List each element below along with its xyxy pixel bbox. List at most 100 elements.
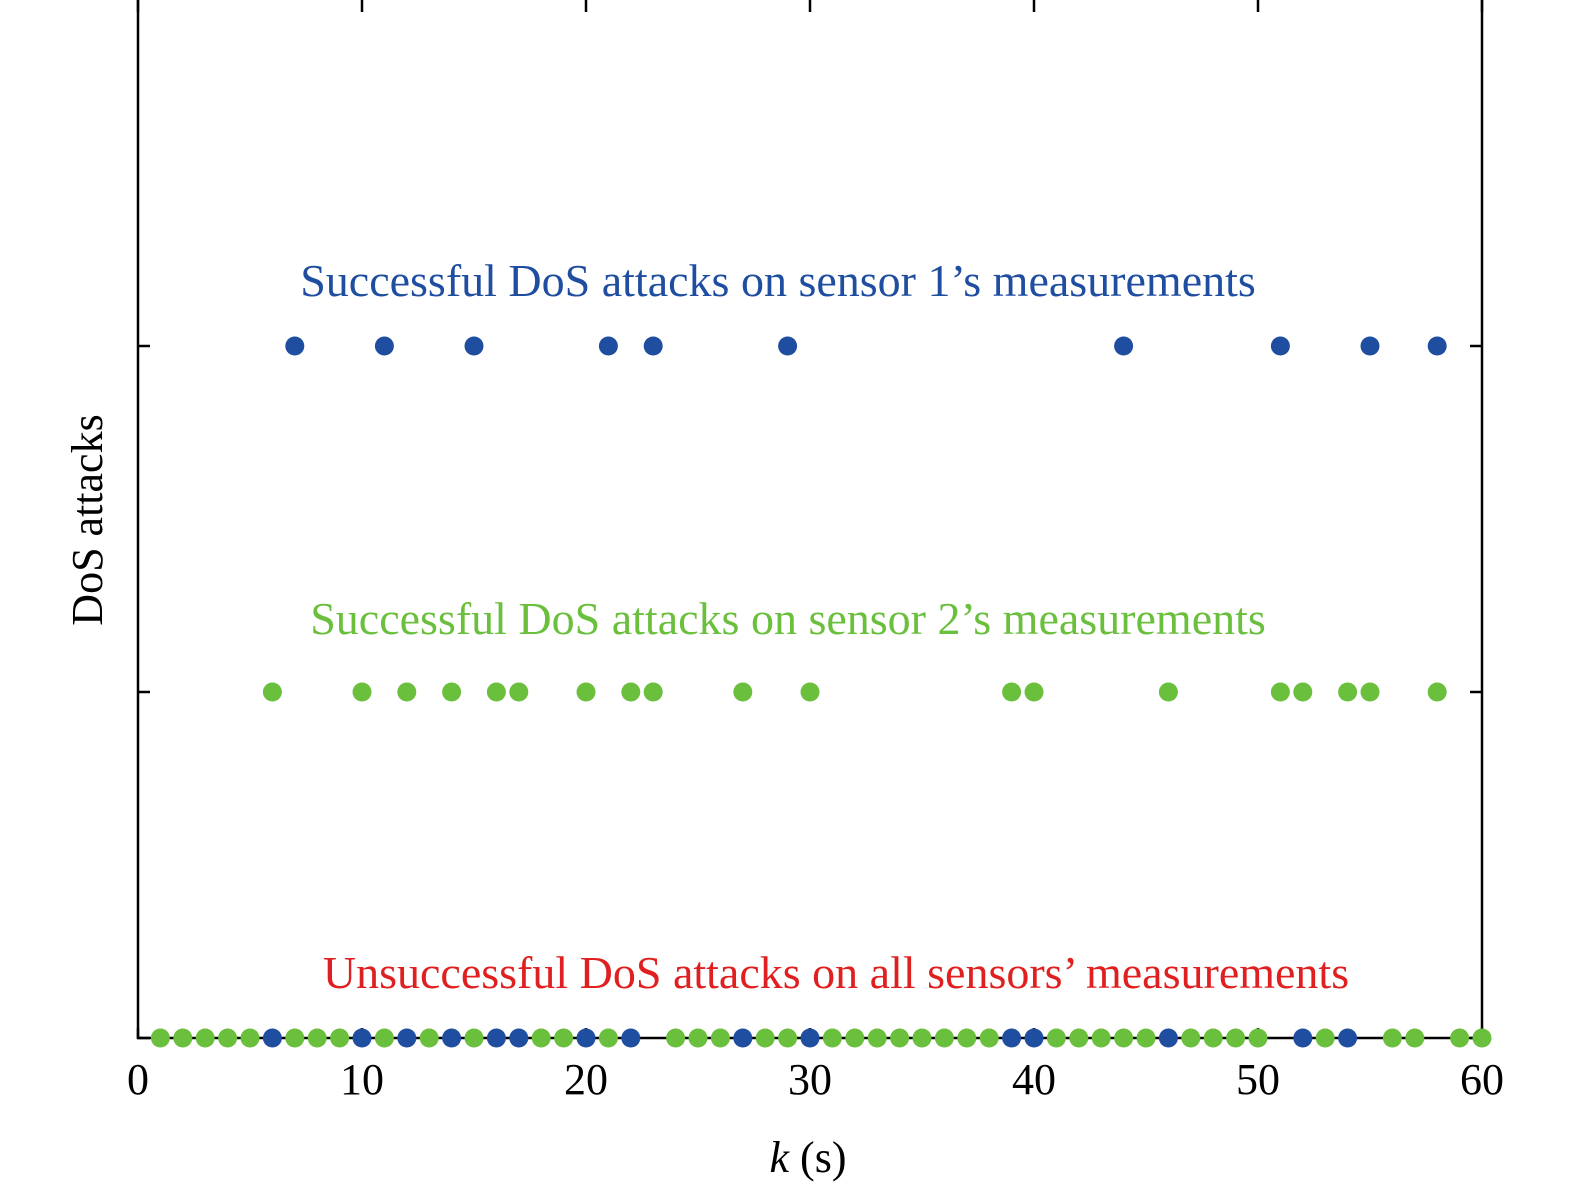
data-point (1203, 1028, 1223, 1048)
data-point (262, 682, 282, 702)
series-label: Unsuccessful DoS attacks on all sensors’… (323, 947, 1349, 998)
data-point (352, 1028, 372, 1048)
data-point (307, 1028, 327, 1048)
data-point (397, 682, 417, 702)
data-point (173, 1028, 193, 1048)
data-point (1338, 1028, 1358, 1048)
data-point (778, 1028, 798, 1048)
data-point (912, 1028, 932, 1048)
data-point (979, 1028, 999, 1048)
data-point (397, 1028, 417, 1048)
data-point (755, 1028, 775, 1048)
data-point (643, 682, 663, 702)
x-tick-label: 50 (1236, 1055, 1280, 1104)
data-point (1293, 1028, 1313, 1048)
data-point (621, 682, 641, 702)
data-point (576, 682, 596, 702)
data-point (800, 1028, 820, 1048)
data-point (934, 1028, 954, 1048)
data-point (1270, 682, 1290, 702)
data-point (688, 1028, 708, 1048)
data-point (1248, 1028, 1268, 1048)
data-point (1360, 682, 1380, 702)
data-point (285, 336, 305, 356)
data-point (442, 682, 462, 702)
data-point (464, 1028, 484, 1048)
data-point (486, 1028, 506, 1048)
data-point (1091, 1028, 1111, 1048)
data-point (218, 1028, 238, 1048)
data-point (576, 1028, 596, 1048)
data-point (1450, 1028, 1470, 1048)
data-point (240, 1028, 260, 1048)
data-point (643, 336, 663, 356)
x-tick-label: 20 (564, 1055, 608, 1104)
data-point (509, 1028, 529, 1048)
x-axis-label: k (s) (770, 1133, 847, 1182)
x-axis-label-variable: k (770, 1133, 791, 1182)
data-point (845, 1028, 865, 1048)
y-axis-label: DoS attacks (63, 414, 112, 625)
data-point (374, 1028, 394, 1048)
x-tick-label: 40 (1012, 1055, 1056, 1104)
data-point (1293, 682, 1313, 702)
data-point (1226, 1028, 1246, 1048)
series-label: Successful DoS attacks on sensor 1’s mea… (300, 255, 1256, 306)
data-point (800, 682, 820, 702)
series-label: Successful DoS attacks on sensor 2’s mea… (310, 593, 1266, 644)
data-point (867, 1028, 887, 1048)
data-point (666, 1028, 686, 1048)
data-point (262, 1028, 282, 1048)
data-point (150, 1028, 170, 1048)
data-point (1024, 1028, 1044, 1048)
data-point (598, 1028, 618, 1048)
data-point (486, 682, 506, 702)
data-point (1114, 1028, 1134, 1048)
data-point (1136, 1028, 1156, 1048)
data-point (1427, 682, 1447, 702)
data-point (621, 1028, 641, 1048)
x-axis-ticks: 0 10 20 30 40 50 60 (127, 0, 1504, 1104)
data-point (1270, 336, 1290, 356)
data-point (710, 1028, 730, 1048)
data-point (1024, 682, 1044, 702)
data-point (957, 1028, 977, 1048)
data-point (1181, 1028, 1201, 1048)
data-point (419, 1028, 439, 1048)
data-point (531, 1028, 551, 1048)
data-point (1405, 1028, 1425, 1048)
x-tick-label: 0 (127, 1055, 149, 1104)
data-point (733, 1028, 753, 1048)
data-point (554, 1028, 574, 1048)
data-point (890, 1028, 910, 1048)
data-point (374, 336, 394, 356)
data-point (778, 336, 798, 356)
x-tick-label: 30 (788, 1055, 832, 1104)
data-point (509, 682, 529, 702)
data-point (1002, 1028, 1022, 1048)
data-point (330, 1028, 350, 1048)
data-point (464, 336, 484, 356)
data-point (1158, 1028, 1178, 1048)
x-tick-label: 10 (340, 1055, 384, 1104)
data-point (1338, 682, 1358, 702)
data-point (1002, 682, 1022, 702)
data-point (1472, 1028, 1492, 1048)
data-point (1315, 1028, 1335, 1048)
data-point (1427, 336, 1447, 356)
data-point (1382, 1028, 1402, 1048)
data-point (598, 336, 618, 356)
plot-frame (136, 0, 1484, 1040)
data-point (1158, 682, 1178, 702)
series-labels: Successful DoS attacks on sensor 1’s mea… (300, 255, 1349, 998)
plot-area (136, 0, 1484, 1040)
data-point (1114, 336, 1134, 356)
data-point (285, 1028, 305, 1048)
data-point (442, 1028, 462, 1048)
data-point (1360, 336, 1380, 356)
data-points (150, 336, 1492, 1048)
data-point (733, 682, 753, 702)
data-point (1046, 1028, 1066, 1048)
data-point (195, 1028, 215, 1048)
